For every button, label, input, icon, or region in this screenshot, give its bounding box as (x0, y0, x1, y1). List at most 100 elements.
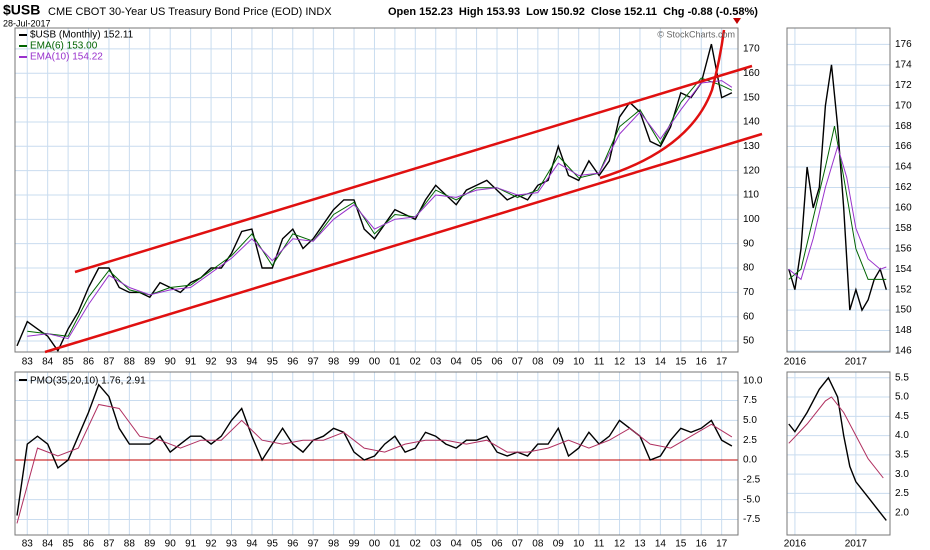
panel-border (14, 371, 739, 536)
y-tick-label: 7.5 (743, 395, 757, 406)
x-tick-label: 91 (185, 539, 197, 550)
x-tick-label: 04 (451, 539, 463, 550)
x-tick-label: 00 (369, 539, 381, 550)
x-tick-label: 98 (328, 539, 340, 550)
y-tick-label: 176 (895, 39, 912, 50)
y-tick-label: 100 (743, 214, 760, 225)
x-tick-label: 88 (124, 357, 136, 368)
x-tick-label: 16 (696, 539, 708, 550)
panel-border (14, 27, 739, 353)
y-tick-label: 2.5 (743, 435, 757, 446)
y-tick-label: 110 (743, 190, 759, 201)
x-tick-label: 86 (83, 357, 95, 368)
x-tick-label: 2017 (845, 357, 868, 368)
x-tick-label: 90 (165, 357, 177, 368)
x-tick-label: 08 (532, 539, 544, 550)
x-tick-label: 2016 (784, 357, 807, 368)
x-tick-label: 14 (655, 539, 667, 550)
y-tick-label: -5.0 (743, 494, 761, 505)
y-tick-label: 140 (743, 117, 760, 128)
x-tick-label: 99 (348, 539, 360, 550)
down-arrow (733, 18, 741, 24)
x-tick-label: 15 (675, 539, 687, 550)
trend-line (44, 132, 763, 354)
x-tick-label: 94 (246, 357, 258, 368)
y-tick-label: 152 (895, 284, 912, 295)
y-tick-label: 170 (743, 44, 760, 55)
x-tick-label: 03 (430, 539, 442, 550)
series-line (788, 64, 887, 312)
panel-title: PMO(35,20,10) 1.76, 2.91 (30, 376, 146, 387)
panel-border (786, 371, 891, 536)
x-tick-label: 96 (287, 539, 299, 550)
y-tick-label: 146 (895, 346, 912, 357)
series-line (788, 396, 884, 479)
watermark: © StockCharts.com (657, 29, 735, 39)
x-tick-label: 01 (389, 539, 401, 550)
x-tick-label: 92 (206, 357, 218, 368)
series-line (788, 376, 887, 521)
x-tick-label: 83 (22, 357, 34, 368)
x-tick-label: 95 (267, 357, 279, 368)
trend-line (74, 64, 753, 274)
x-tick-label: 98 (328, 357, 340, 368)
x-tick-label: 91 (185, 357, 197, 368)
panel-border (786, 27, 891, 353)
x-tick-label: 89 (144, 539, 156, 550)
y-tick-label: 5.5 (895, 372, 909, 383)
y-tick-label: 154 (895, 264, 912, 275)
quote: Open 152.23 High 153.93 Low 150.92 Close… (388, 6, 758, 18)
symbol: $USB (3, 2, 40, 18)
x-tick-label: 02 (410, 539, 422, 550)
y-tick-label: 158 (895, 223, 912, 234)
x-tick-label: 00 (369, 357, 381, 368)
x-tick-label: 83 (22, 539, 34, 550)
y-tick-label: 120 (743, 165, 760, 176)
x-tick-label: 84 (42, 357, 54, 368)
x-tick-label: 87 (103, 357, 115, 368)
x-tick-label: 06 (491, 539, 503, 550)
y-tick-label: 90 (743, 238, 755, 249)
x-tick-label: 13 (634, 357, 646, 368)
x-tick-label: 93 (226, 357, 238, 368)
x-tick-label: 85 (63, 539, 75, 550)
y-tick-label: 162 (895, 182, 912, 193)
x-tick-label: 94 (246, 539, 258, 550)
x-tick-label: 87 (103, 539, 115, 550)
x-tick-label: 17 (716, 539, 728, 550)
x-tick-label: 10 (573, 357, 585, 368)
series-line (16, 383, 733, 516)
x-tick-label: 08 (532, 357, 544, 368)
legend-label: EMA(10) 154.22 (30, 52, 103, 63)
y-tick-label: 164 (895, 162, 912, 173)
y-tick-label: -2.5 (743, 474, 761, 485)
x-tick-label: 04 (451, 357, 463, 368)
y-tick-label: 50 (743, 336, 755, 347)
trend-curve (599, 29, 726, 180)
x-tick-label: 09 (553, 539, 565, 550)
y-tick-label: 166 (895, 141, 912, 152)
y-tick-label: 2.0 (895, 507, 909, 518)
y-tick-label: 4.5 (895, 411, 909, 422)
x-tick-label: 11 (594, 539, 605, 550)
y-tick-label: 2.5 (895, 488, 909, 499)
x-tick-label: 13 (634, 539, 646, 550)
x-tick-label: 02 (410, 357, 422, 368)
series-line (788, 144, 887, 281)
x-tick-label: 03 (430, 357, 442, 368)
y-tick-label: 174 (895, 59, 912, 70)
x-tick-label: 07 (512, 539, 524, 550)
y-tick-label: 130 (743, 141, 760, 152)
x-tick-label: 2017 (845, 539, 868, 550)
y-tick-label: 10.0 (743, 375, 763, 386)
y-tick-label: 160 (743, 68, 760, 79)
y-tick-label: 5.0 (743, 415, 757, 426)
panel (14, 27, 739, 353)
x-tick-label: 84 (42, 539, 54, 550)
x-tick-label: 88 (124, 539, 136, 550)
x-tick-label: 12 (614, 357, 626, 368)
x-tick-label: 85 (63, 357, 75, 368)
x-tick-label: 05 (471, 539, 483, 550)
x-tick-label: 97 (308, 539, 320, 550)
